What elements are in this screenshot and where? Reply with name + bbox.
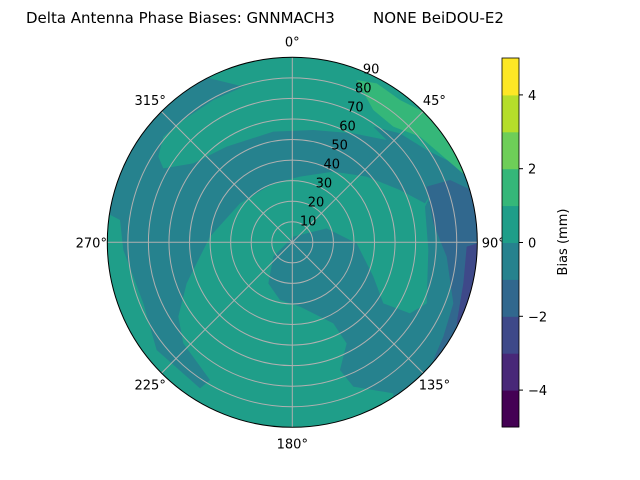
radial-tick-label: 70 (347, 100, 364, 115)
radial-tick-label: 40 (323, 157, 340, 172)
polar-frame (106, 56, 478, 428)
colorbar-tick-label: 0 (528, 237, 536, 252)
colorbar-band (502, 58, 519, 96)
radial-tick-label: 30 (316, 176, 333, 191)
angular-tick-label: 225° (135, 378, 166, 393)
colorbar: −4 −2 0 2 4 Bias (mm) (501, 57, 571, 428)
colorbar-label: Bias (mm) (556, 209, 571, 276)
colorbar-band (502, 390, 519, 428)
angular-tick-label: 270° (76, 236, 107, 251)
radial-tick-label: 60 (339, 119, 356, 134)
colorbar-band (502, 242, 519, 280)
colorbar-band (502, 168, 519, 207)
angular-tick-label: 45° (423, 94, 446, 109)
chart-title: Delta Antenna Phase Biases: GNNMACH3 NON… (26, 9, 504, 27)
colorbar-tick-label: 2 (528, 163, 536, 178)
angular-tick-labels: 0° 45° 90° 135° 180° 225° 270° 315° (76, 35, 505, 452)
colorbar-band (502, 353, 519, 391)
angular-gridline (161, 241, 293, 374)
radial-tick-labels: 10 20 30 40 50 60 70 80 90 (300, 62, 379, 229)
radial-tick-label: 90 (363, 62, 380, 77)
polar-grid (107, 57, 478, 428)
colorbar-tick-label: −2 (528, 310, 547, 325)
radial-tick-label: 80 (355, 81, 372, 96)
angular-tick-label: 180° (277, 437, 308, 452)
angular-tick-label: 0° (285, 35, 300, 50)
radial-tick-label: 50 (331, 138, 348, 153)
colorbar-tick-label: −4 (528, 384, 547, 399)
angular-gridline (161, 111, 293, 243)
radial-tick-label: 10 (300, 214, 317, 229)
angular-gridline (291, 241, 424, 374)
angular-tick-label: 90° (482, 236, 505, 251)
angular-gridline (291, 111, 424, 243)
colorbar-band (502, 131, 519, 170)
colorbar-band (502, 205, 519, 243)
angular-tick-label: 315° (135, 94, 166, 109)
radial-tick-label: 20 (308, 195, 325, 210)
colorbar-band (502, 279, 519, 317)
colorbar-band (502, 94, 519, 133)
colorbar-band (502, 316, 519, 354)
angular-tick-label: 135° (419, 378, 450, 393)
colorbar-tick-label: 4 (528, 89, 536, 104)
contour-band-minus1-to-0 (107, 57, 434, 389)
